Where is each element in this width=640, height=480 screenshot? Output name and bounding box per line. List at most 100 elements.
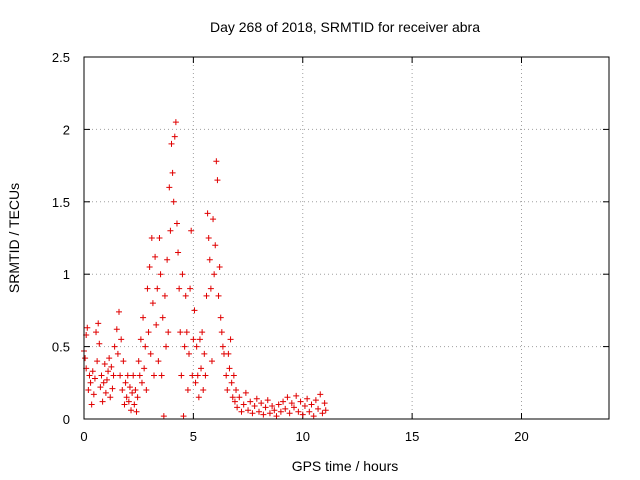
data-point [277, 408, 284, 415]
data-point [119, 387, 126, 394]
data-point [101, 360, 108, 367]
data-point [291, 404, 297, 411]
data-point [214, 177, 221, 184]
data-point [91, 375, 98, 382]
data-point [167, 227, 174, 234]
data-point [205, 235, 212, 241]
data-point [216, 263, 223, 270]
x-tick-label: 5 [190, 429, 197, 444]
data-point [233, 387, 240, 394]
data-point [131, 401, 138, 408]
data-point [178, 372, 185, 379]
data-point [256, 408, 262, 415]
data-point [321, 400, 328, 407]
data-point [189, 372, 196, 379]
data-point [212, 242, 219, 249]
data-point [260, 411, 267, 418]
data-point [206, 256, 213, 263]
data-point [166, 184, 173, 191]
data-point [87, 379, 94, 386]
data-point [198, 365, 205, 372]
data-point [203, 292, 210, 299]
data-point [144, 285, 151, 292]
data-point [118, 336, 125, 343]
data-point [93, 329, 100, 336]
x-tick-label: 10 [296, 429, 310, 444]
data-point [88, 401, 95, 408]
data-point [227, 336, 234, 343]
data-point [169, 169, 176, 176]
data-point [146, 263, 153, 270]
y-tick-label: 0.5 [52, 340, 70, 355]
data-point [121, 401, 128, 408]
y-tick-label: 0 [63, 412, 70, 427]
data-point [89, 368, 96, 375]
data-point [229, 394, 236, 401]
data-point [110, 372, 117, 379]
data-point [102, 389, 109, 396]
y-axis: 0 0.5 1 1.5 2 2.5 [52, 50, 609, 427]
data-point [282, 405, 289, 412]
data-point [152, 253, 159, 260]
data-point [109, 385, 116, 392]
data-point [194, 372, 201, 379]
data-point [210, 216, 217, 223]
data-point [245, 407, 252, 414]
data-point [85, 387, 92, 394]
data-point [173, 220, 180, 227]
data-point [201, 350, 208, 357]
data-point [223, 372, 230, 379]
data-point [249, 410, 256, 417]
data-point [191, 307, 198, 314]
data-point [183, 329, 190, 336]
data-point [135, 358, 142, 365]
data-point [262, 404, 269, 411]
data-point [95, 320, 102, 327]
data-point [117, 372, 124, 379]
data-point [106, 355, 113, 362]
data-point [134, 394, 141, 401]
data-point [84, 324, 91, 331]
data-point [236, 394, 243, 401]
data-point [193, 343, 200, 350]
data-point [128, 407, 135, 414]
data-point [186, 350, 192, 357]
data-point [140, 314, 147, 321]
data-point [107, 394, 114, 401]
y-tick-label: 2.5 [52, 50, 70, 65]
data-point [182, 292, 189, 299]
y-tick-label: 1 [63, 267, 70, 282]
data-point [293, 392, 300, 399]
data-point [192, 379, 199, 386]
data-point [242, 389, 249, 396]
chart-title: Day 268 of 2018, SRMTID for receiver abr… [210, 19, 480, 35]
data-point [315, 405, 322, 412]
data-point [297, 398, 304, 405]
data-point [136, 372, 143, 379]
data-point [253, 395, 260, 402]
data-point [288, 400, 295, 407]
data-point [122, 379, 129, 386]
data-point [238, 408, 245, 415]
data-point [218, 329, 225, 336]
data-point [114, 350, 121, 357]
data-point [120, 358, 127, 365]
data-point [148, 235, 155, 241]
grid-lines [84, 57, 609, 419]
data-point [219, 343, 226, 350]
data-point [188, 227, 195, 234]
data-point [179, 271, 186, 278]
data-point [319, 410, 326, 417]
data-point [165, 329, 172, 336]
data-point [129, 389, 136, 396]
data-point [275, 401, 282, 408]
data-point [124, 372, 131, 379]
data-point [103, 376, 110, 383]
data-point [94, 358, 101, 365]
data-point [181, 343, 188, 350]
data-point [175, 249, 182, 256]
data-point [155, 358, 162, 365]
data-series [81, 119, 329, 420]
data-point [184, 387, 191, 394]
data-point [100, 379, 107, 386]
